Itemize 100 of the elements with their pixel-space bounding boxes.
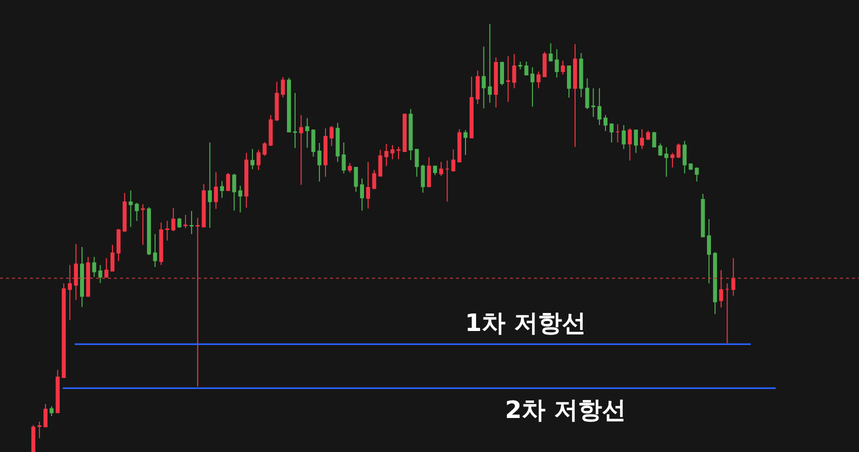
candlestick bbox=[37, 421, 42, 439]
candlestick bbox=[330, 125, 334, 146]
candlestick bbox=[445, 160, 450, 202]
candlestick bbox=[220, 180, 224, 198]
candlestick bbox=[634, 130, 638, 154]
candlestick bbox=[104, 258, 108, 278]
candlestick bbox=[402, 112, 407, 152]
candlestick bbox=[591, 88, 596, 118]
candlestick bbox=[153, 234, 158, 268]
candlestick bbox=[457, 128, 462, 162]
candlestick bbox=[646, 130, 650, 140]
candlestick bbox=[146, 206, 151, 256]
candlestick bbox=[506, 56, 510, 102]
candlestick bbox=[628, 128, 632, 162]
candlestick bbox=[128, 190, 133, 228]
candlestick bbox=[530, 66, 534, 108]
candlestick bbox=[688, 163, 693, 170]
candlestick bbox=[670, 152, 674, 168]
candlestick bbox=[700, 193, 705, 238]
candlestick bbox=[682, 140, 687, 174]
candlestick bbox=[384, 143, 388, 167]
candlestick bbox=[524, 61, 528, 76]
candlestick bbox=[134, 202, 139, 222]
candlestick bbox=[360, 178, 364, 212]
ref-line-label: 2차 저항선 bbox=[505, 396, 626, 424]
candlestick bbox=[652, 131, 656, 148]
candlestick bbox=[604, 114, 608, 132]
candlestick bbox=[80, 246, 84, 308]
candlestick bbox=[494, 56, 498, 108]
candlestick bbox=[640, 128, 644, 150]
candlestick bbox=[579, 52, 584, 98]
candlestick bbox=[214, 172, 218, 210]
candlestick bbox=[518, 61, 522, 70]
candlestick bbox=[140, 204, 145, 246]
candlestick bbox=[98, 264, 102, 284]
candlestick bbox=[488, 24, 492, 104]
candlestick bbox=[244, 152, 248, 208]
candlestick bbox=[336, 122, 340, 162]
candlestick bbox=[177, 217, 182, 228]
candlestick bbox=[536, 71, 541, 89]
candlestick bbox=[597, 88, 602, 126]
candlestick bbox=[731, 258, 736, 296]
candlestick bbox=[62, 282, 66, 378]
candlestick bbox=[512, 53, 516, 89]
candlestick bbox=[208, 142, 212, 228]
candlestick bbox=[610, 122, 614, 144]
candlestick bbox=[68, 264, 72, 321]
candlestick bbox=[250, 148, 254, 170]
candlestick bbox=[110, 244, 114, 272]
candlestick bbox=[324, 128, 328, 178]
candlestick bbox=[566, 65, 571, 98]
candlestick bbox=[408, 108, 413, 161]
candlestick bbox=[299, 114, 304, 186]
candlestick bbox=[262, 142, 267, 156]
candlestick bbox=[414, 148, 419, 178]
candlestick bbox=[719, 270, 724, 308]
candlestick bbox=[256, 149, 261, 170]
candlestick bbox=[190, 210, 194, 235]
candlestick bbox=[31, 424, 36, 452]
candlestick bbox=[56, 369, 60, 414]
candlestick bbox=[354, 166, 358, 192]
candlestick bbox=[305, 118, 310, 148]
candlestick bbox=[122, 192, 127, 232]
candlestick bbox=[676, 142, 681, 158]
candlestick bbox=[366, 161, 370, 209]
candlestick bbox=[482, 46, 486, 109]
candlestick bbox=[725, 282, 730, 344]
candlestick bbox=[433, 166, 438, 176]
candlestick bbox=[159, 222, 164, 266]
candlestick bbox=[390, 144, 394, 160]
candlestick bbox=[542, 51, 547, 78]
candlestick bbox=[378, 149, 382, 178]
candlestick bbox=[616, 124, 620, 144]
candlestick bbox=[86, 256, 90, 297]
candlestick bbox=[470, 76, 474, 138]
candlestick bbox=[548, 42, 553, 62]
candlestick bbox=[426, 156, 431, 188]
candlestick bbox=[706, 218, 711, 284]
candlestick bbox=[560, 60, 565, 75]
candlestick bbox=[348, 162, 352, 174]
candlestick bbox=[476, 70, 480, 105]
candlestick bbox=[500, 61, 504, 86]
candlestick bbox=[268, 114, 273, 146]
candlestick bbox=[396, 146, 401, 160]
candlestick bbox=[342, 142, 346, 174]
candlestick bbox=[713, 252, 718, 315]
candlestick bbox=[171, 208, 176, 232]
candlestick bbox=[585, 78, 590, 110]
candlestick bbox=[274, 81, 279, 122]
candlestick bbox=[658, 142, 662, 156]
candlestick bbox=[165, 220, 170, 242]
candlestick bbox=[439, 161, 444, 176]
candlestick bbox=[286, 77, 291, 133]
candlestick bbox=[74, 243, 78, 301]
candlestick bbox=[226, 172, 230, 192]
candlestick bbox=[554, 48, 559, 78]
candlestick bbox=[202, 184, 206, 228]
candlestick bbox=[44, 404, 48, 428]
candlestick bbox=[232, 173, 236, 212]
candlestick bbox=[184, 214, 188, 229]
